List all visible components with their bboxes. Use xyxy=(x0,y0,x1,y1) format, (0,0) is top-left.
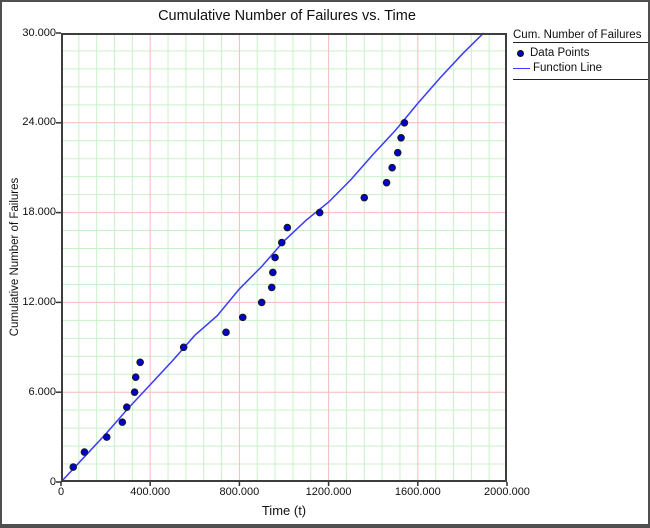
data-point[interactable] xyxy=(271,253,279,262)
x-tick-label: 2000.000 xyxy=(484,486,530,498)
data-point[interactable] xyxy=(315,208,324,217)
y-tick-label: 18.000 xyxy=(22,206,56,219)
x-axis-title: Time (t) xyxy=(261,503,307,518)
data-point[interactable] xyxy=(257,298,266,307)
legend-item-function-line: Function Line xyxy=(513,61,648,76)
legend-item-label: Function Line xyxy=(533,61,603,74)
y-tick-label: 24.000 xyxy=(22,116,56,129)
chart-title: Cumulative Number of Failures vs. Time xyxy=(158,8,416,24)
data-point[interactable] xyxy=(136,358,144,367)
data-point[interactable] xyxy=(397,133,405,142)
data-point[interactable] xyxy=(179,343,188,352)
data-point[interactable] xyxy=(102,433,111,441)
data-point[interactable] xyxy=(382,178,391,187)
x-tick-label: 1600.000 xyxy=(394,486,441,498)
plot-area[interactable] xyxy=(56,32,508,486)
data-point[interactable] xyxy=(69,463,78,471)
y-axis-title: Cumulative Number of Failures xyxy=(9,177,21,337)
data-point[interactable] xyxy=(393,148,402,157)
legend-item-data-points: Data Points xyxy=(513,46,648,61)
data-point[interactable] xyxy=(277,238,286,247)
y-tick-label: 0 xyxy=(49,475,56,488)
function-line-marker-icon xyxy=(513,67,530,69)
data-point[interactable] xyxy=(269,268,277,277)
y-tick-label: 12.000 xyxy=(22,295,56,308)
y-tick-label: 6.000 xyxy=(28,385,56,398)
data-point[interactable] xyxy=(283,223,292,232)
x-tick-label: 800.000 xyxy=(219,486,260,498)
x-tick-label: 400.000 xyxy=(130,486,171,498)
data-point[interactable] xyxy=(122,403,131,411)
data-point[interactable] xyxy=(118,418,127,426)
data-point[interactable] xyxy=(238,313,247,322)
data-point[interactable] xyxy=(388,163,396,172)
data-point[interactable] xyxy=(80,448,89,456)
legend: Cum. Number of Failures Data Points Func… xyxy=(513,29,648,80)
y-tick-label: 30.000 xyxy=(22,26,56,39)
data-point[interactable] xyxy=(130,388,139,397)
data-point[interactable] xyxy=(131,373,140,382)
data-point-marker-icon xyxy=(517,49,524,57)
data-point[interactable] xyxy=(360,193,369,202)
x-tick-label: 0 xyxy=(57,486,65,498)
data-point[interactable] xyxy=(267,283,276,292)
x-tick-label: 1200.000 xyxy=(305,486,352,498)
legend-item-label: Data Points xyxy=(530,47,590,59)
data-point[interactable] xyxy=(400,119,409,127)
legend-title: Cum. Number of Failures xyxy=(513,29,648,43)
data-point[interactable] xyxy=(222,328,230,337)
